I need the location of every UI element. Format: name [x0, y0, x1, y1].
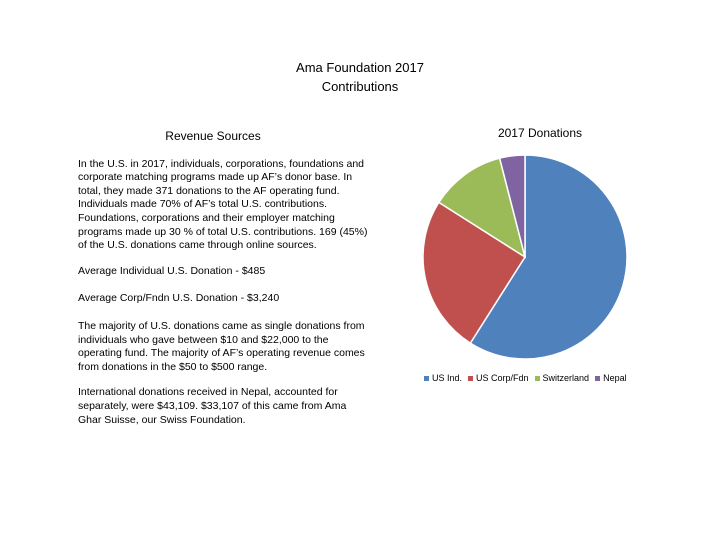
chart-title: 2017 Donations	[497, 126, 583, 140]
legend-label: US Ind.	[432, 373, 463, 383]
legend-swatch	[468, 375, 474, 381]
legend-swatch	[534, 375, 540, 381]
pie-slice-nepal	[498, 154, 526, 258]
page-title-line-2: Contributions	[321, 79, 399, 94]
legend-swatch	[424, 375, 429, 381]
legend-label: Nepal	[603, 373, 627, 383]
donation-range-paragraph: The majority of U.S. donations came as s…	[78, 319, 365, 373]
pie-slice-switzerland	[437, 157, 527, 259]
legend-item-nepal: Nepal	[595, 373, 627, 383]
pie-slice-us-corp-fdn	[422, 201, 527, 345]
average-individual-donation: Average Individual U.S. Donation - $485	[78, 264, 266, 277]
revenue-sources-panel: Revenue Sources In the U.S. in 2017, ind…	[78, 129, 368, 439]
us-donor-base-paragraph: In the U.S. in 2017, individuals, corpor…	[78, 157, 368, 252]
legend-label: Switzerland	[542, 373, 590, 383]
legend-label: US Corp/Fdn	[476, 373, 529, 383]
legend-item-us-corp-fdn: US Corp/Fdn	[468, 373, 529, 383]
international-donations-paragraph: International donations received in Nepa…	[78, 386, 347, 426]
donations-pie-chart	[422, 154, 628, 360]
page-title-line-1: Ama Foundation 2017	[296, 60, 424, 75]
revenue-sources-heading: Revenue Sources	[165, 129, 261, 143]
chart-legend: US Ind. US Corp/Fdn Switzerland Nepal	[424, 373, 654, 383]
legend-item-us-ind: US Ind.	[424, 373, 462, 383]
page-title: Ama Foundation 2017 Contributions	[0, 58, 720, 96]
average-corp-donation: Average Corp/Fndn U.S. Donation - $3,240	[78, 292, 280, 305]
legend-item-switzerland: Switzerland	[534, 373, 590, 383]
pie-slice-us-ind	[469, 154, 628, 360]
legend-swatch	[595, 375, 601, 381]
